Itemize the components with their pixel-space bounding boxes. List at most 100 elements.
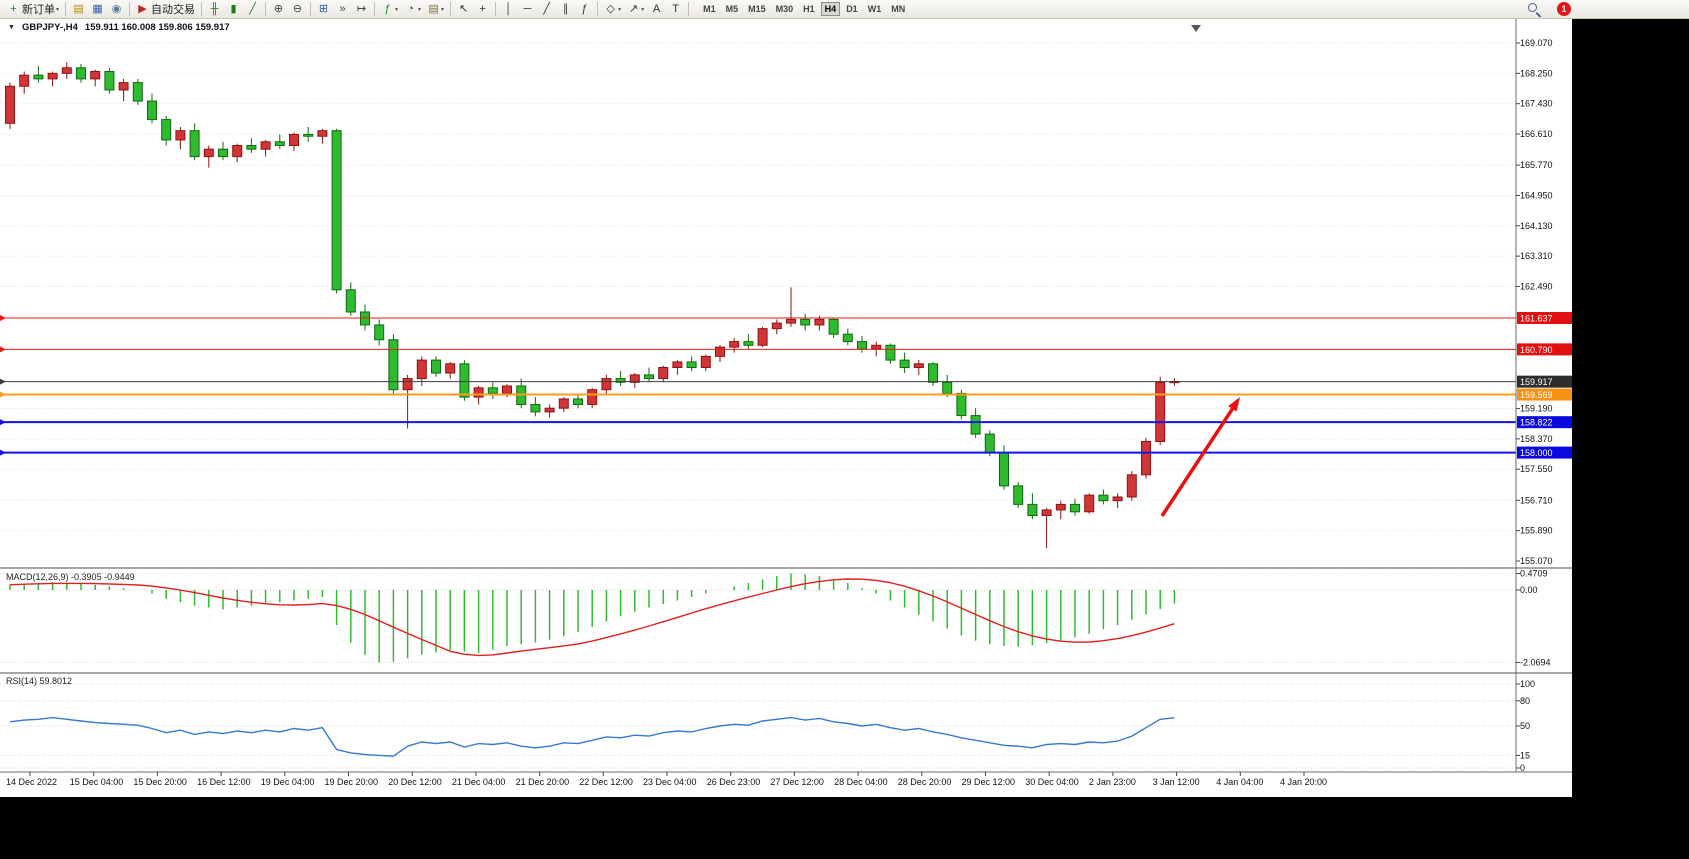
- svg-text:15 Dec 04:00: 15 Dec 04:00: [70, 777, 124, 787]
- chart-canvas[interactable]: 169.070 168.250 167.430 166.610 165.770 164.9…: [0, 19, 1572, 797]
- auto-scroll-icon: »: [339, 2, 346, 15]
- chart-shift-button[interactable]: ↦: [352, 1, 371, 18]
- fibonacci-button[interactable]: ƒ: [575, 1, 594, 18]
- workspace-background-bottom: [0, 797, 1689, 859]
- bar-chart-button[interactable]: ╫: [205, 1, 224, 18]
- timeframe-m15[interactable]: M15: [744, 2, 770, 16]
- text-label-button[interactable]: T: [666, 1, 685, 18]
- navigator-button[interactable]: ◉: [107, 1, 126, 18]
- timeframe-mn[interactable]: MN: [887, 2, 909, 16]
- crosshair-button[interactable]: +: [473, 1, 492, 18]
- horizontal-level-lines[interactable]: 161.637 160.790 159.917 159.569 158.822 158.0…: [0, 312, 1572, 459]
- svg-text:168.250: 168.250: [1520, 68, 1553, 78]
- channel-button[interactable]: ∥: [556, 1, 575, 18]
- auto-trading-label: 自动交易: [151, 4, 196, 16]
- svg-text:164.130: 164.130: [1520, 221, 1553, 231]
- svg-text:158.000: 158.000: [1520, 448, 1553, 458]
- cursor-button[interactable]: ↖: [454, 1, 473, 18]
- zoom-out-button[interactable]: ⊖: [288, 1, 307, 18]
- svg-text:162.490: 162.490: [1520, 281, 1553, 291]
- toolbar-separator: [310, 2, 312, 16]
- toolbar-icons: + 新订单 ▾ ▤ ▦ ◉ ▶ 自动交易 ╫ ▮ ╱ ⊕ ⊖ ⊞» ↦ ƒ ▾ ◔ ▾ ▤ ▾ ↖ + │ ─ ╱ ∥ ƒ ◇ ▾ ↗ ▾ A T: [4, 0, 692, 19]
- svg-text:16 Dec 12:00: 16 Dec 12:00: [197, 777, 251, 787]
- zoom-in-icon: ⊕: [273, 2, 284, 15]
- chevron-down-icon: ▾: [56, 6, 60, 13]
- panel-splitter[interactable]: [0, 567, 1572, 569]
- notification-badge[interactable]: 1: [1557, 2, 1571, 16]
- timeframe-m5[interactable]: M5: [722, 2, 743, 16]
- svg-text:30 Dec 04:00: 30 Dec 04:00: [1025, 777, 1079, 787]
- price-grid: [0, 42, 1516, 562]
- svg-text:0: 0: [1520, 763, 1525, 773]
- market-watch-button[interactable]: ▤: [69, 1, 88, 18]
- timeframe-w1[interactable]: W1: [864, 2, 886, 16]
- panel-splitter[interactable]: [0, 672, 1572, 674]
- new-order-button[interactable]: + 新订单 ▾: [4, 1, 62, 18]
- arrows-button[interactable]: ↗ ▾: [624, 1, 647, 18]
- timeframe-m1[interactable]: M1: [699, 2, 720, 16]
- templates-button[interactable]: ▤ ▾: [424, 1, 447, 18]
- timeframe-d1[interactable]: D1: [842, 2, 862, 16]
- vertical-line-icon: │: [505, 2, 512, 15]
- svg-text:26 Dec 23:00: 26 Dec 23:00: [707, 777, 761, 787]
- toolbar-separator: [65, 2, 67, 16]
- svg-text:28 Dec 20:00: 28 Dec 20:00: [898, 777, 952, 787]
- data-window-button[interactable]: ▦: [88, 1, 107, 18]
- chart-plot-area[interactable]: [0, 19, 1572, 797]
- vertical-line-button[interactable]: │: [499, 1, 518, 18]
- text-button[interactable]: A: [647, 1, 666, 18]
- price-axis[interactable]: 169.070 168.250 167.430 166.610 165.770 164.9…: [1516, 38, 1553, 566]
- line-chart-button[interactable]: ╱: [243, 1, 262, 18]
- auto-trading-button[interactable]: ▶ 自动交易: [133, 1, 198, 18]
- crosshair-icon: +: [479, 2, 486, 15]
- shapes-button[interactable]: ◇ ▾: [601, 1, 624, 18]
- svg-text:20 Dec 12:00: 20 Dec 12:00: [388, 777, 442, 787]
- data-window-icon: ▦: [92, 2, 103, 15]
- timeframe-m30[interactable]: M30: [772, 2, 798, 16]
- indicators-button[interactable]: ƒ ▾: [378, 1, 401, 18]
- horizontal-line-button[interactable]: ─: [518, 1, 537, 18]
- zoom-out-icon: ⊖: [292, 2, 303, 15]
- svg-text:29 Dec 12:00: 29 Dec 12:00: [962, 777, 1016, 787]
- auto-scroll-button[interactable]: »: [333, 1, 352, 18]
- timeframe-h1[interactable]: H1: [799, 2, 819, 16]
- search-icon[interactable]: [1527, 2, 1541, 16]
- svg-text:159.917: 159.917: [1520, 377, 1553, 387]
- svg-text:166.610: 166.610: [1520, 129, 1553, 139]
- auto-trading-icon: ▶: [138, 2, 147, 15]
- toolbar-separator: [450, 2, 452, 16]
- svg-text:2 Jan 23:00: 2 Jan 23:00: [1089, 777, 1136, 787]
- svg-text:80: 80: [1520, 696, 1530, 706]
- price-level-badge: [1517, 416, 1572, 429]
- toolbar-separator: [129, 2, 131, 16]
- trendline-button[interactable]: ╱: [537, 1, 556, 18]
- indicators-icon: ƒ: [384, 2, 391, 15]
- chart-shift-marker[interactable]: [1191, 25, 1201, 32]
- zoom-in-button[interactable]: ⊕: [269, 1, 288, 18]
- timeframe-toolbar: M1 M5 M15 M30 H1 H4 D1 W1 MN: [698, 2, 910, 16]
- timeframe-h4[interactable]: H4: [820, 2, 841, 16]
- svg-text:19 Dec 20:00: 19 Dec 20:00: [325, 777, 379, 787]
- fibonacci-icon: ƒ: [581, 2, 588, 15]
- candlestick-chart-button[interactable]: ▮: [224, 1, 243, 18]
- svg-text:157.550: 157.550: [1520, 464, 1553, 474]
- tile-windows-icon: ⊞: [318, 2, 329, 15]
- chevron-down-icon: ▾: [441, 6, 445, 13]
- chevron-down-icon: ▾: [618, 6, 622, 13]
- price-level-badge: [1517, 446, 1572, 459]
- horizontal-line-icon: ─: [523, 2, 532, 15]
- trend-arrow-annotation[interactable]: [1160, 397, 1240, 517]
- toolbar-separator: [374, 2, 376, 16]
- svg-text:3 Jan 12:00: 3 Jan 12:00: [1153, 777, 1200, 787]
- svg-text:155.070: 155.070: [1520, 556, 1553, 566]
- tile-windows-button[interactable]: ⊞: [314, 1, 333, 18]
- periods-button[interactable]: ◔ ▾: [401, 1, 424, 18]
- text-icon: A: [652, 2, 661, 15]
- toolbar-separator: [201, 2, 203, 16]
- svg-text:100: 100: [1520, 679, 1535, 689]
- time-axis[interactable]: 14 Dec 2022 15 Dec 04:00 15 Dec 20:00 16 De…: [6, 772, 1327, 787]
- shapes-icon: ◇: [606, 2, 615, 15]
- candlestick-chart-icon: ▮: [230, 2, 237, 15]
- macd-signal-line: [9, 578, 1175, 657]
- svg-text:159.190: 159.190: [1520, 404, 1553, 414]
